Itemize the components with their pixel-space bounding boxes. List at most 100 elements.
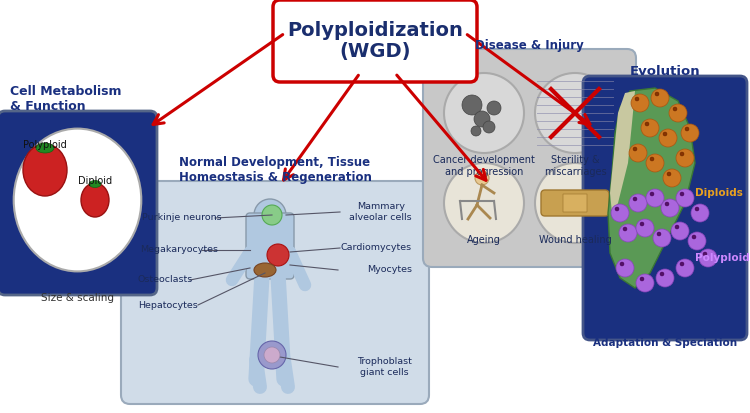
Circle shape [611, 204, 629, 222]
Text: Adaptation & Speciation: Adaptation & Speciation [593, 338, 737, 348]
Text: Cell Metabolism
& Function: Cell Metabolism & Function [10, 85, 122, 113]
FancyBboxPatch shape [0, 111, 157, 295]
Circle shape [444, 73, 524, 153]
Circle shape [646, 189, 664, 207]
Circle shape [651, 89, 669, 107]
Circle shape [258, 341, 286, 369]
Circle shape [462, 95, 482, 115]
Text: Sterility &
miscarriages: Sterility & miscarriages [544, 155, 606, 177]
FancyBboxPatch shape [273, 0, 477, 82]
Circle shape [675, 225, 679, 229]
Polygon shape [608, 88, 695, 288]
Circle shape [615, 207, 619, 211]
Ellipse shape [254, 263, 276, 277]
Circle shape [653, 229, 671, 247]
Circle shape [629, 144, 647, 162]
FancyBboxPatch shape [563, 194, 587, 212]
Circle shape [663, 132, 667, 136]
Text: Mammary
alveolar cells: Mammary alveolar cells [350, 202, 412, 222]
Circle shape [695, 207, 699, 211]
Circle shape [636, 219, 654, 237]
Circle shape [699, 249, 717, 267]
Circle shape [680, 192, 684, 196]
Circle shape [535, 163, 615, 243]
Circle shape [475, 171, 489, 185]
Text: Cancer development
and progression: Cancer development and progression [433, 155, 535, 177]
Circle shape [685, 127, 689, 131]
Circle shape [262, 205, 282, 225]
Circle shape [673, 107, 677, 111]
Circle shape [659, 129, 677, 147]
Text: Hepatocytes: Hepatocytes [138, 301, 198, 309]
Circle shape [264, 347, 280, 363]
Circle shape [656, 269, 674, 287]
FancyBboxPatch shape [541, 190, 609, 216]
Text: Wound healing: Wound healing [538, 235, 611, 245]
Circle shape [646, 154, 664, 172]
Circle shape [254, 199, 286, 231]
FancyBboxPatch shape [423, 49, 636, 267]
Circle shape [629, 194, 647, 212]
Circle shape [616, 259, 634, 277]
Circle shape [650, 192, 654, 196]
FancyBboxPatch shape [121, 181, 429, 404]
Circle shape [669, 104, 687, 122]
Circle shape [665, 202, 669, 206]
Ellipse shape [36, 143, 54, 153]
Text: Megakaryocytes: Megakaryocytes [140, 245, 218, 254]
Text: Osteoclasts: Osteoclasts [138, 275, 194, 285]
Circle shape [650, 157, 654, 161]
Text: Normal Development, Tissue
Homeostasis & Regeneration: Normal Development, Tissue Homeostasis &… [178, 156, 371, 184]
Text: Evolution: Evolution [630, 65, 700, 78]
Circle shape [641, 119, 659, 137]
Circle shape [619, 224, 637, 242]
Circle shape [676, 259, 694, 277]
Circle shape [640, 222, 644, 226]
Text: Polyploids: Polyploids [695, 253, 750, 263]
Text: Myocytes: Myocytes [367, 266, 412, 275]
Circle shape [471, 126, 481, 136]
Text: Size & scaling: Size & scaling [41, 293, 114, 303]
Circle shape [703, 252, 707, 256]
Ellipse shape [81, 183, 109, 217]
Circle shape [680, 262, 684, 266]
Text: Polyploid: Polyploid [23, 140, 67, 150]
Circle shape [691, 204, 709, 222]
Text: Purkinje neurons: Purkinje neurons [142, 214, 222, 223]
Circle shape [692, 235, 696, 239]
Circle shape [667, 172, 671, 176]
Circle shape [636, 274, 654, 292]
Circle shape [633, 197, 637, 201]
FancyBboxPatch shape [583, 76, 747, 340]
Circle shape [633, 147, 637, 151]
Circle shape [474, 111, 490, 127]
Circle shape [645, 122, 649, 126]
Circle shape [620, 262, 624, 266]
Text: Diploid: Diploid [78, 176, 112, 186]
Circle shape [535, 73, 615, 153]
Text: Disease & Injury: Disease & Injury [476, 39, 584, 52]
Circle shape [623, 227, 627, 231]
Ellipse shape [23, 144, 67, 196]
Circle shape [688, 232, 706, 250]
Circle shape [635, 97, 639, 101]
Circle shape [444, 163, 524, 243]
Circle shape [640, 277, 644, 281]
Circle shape [661, 199, 679, 217]
Polygon shape [610, 91, 635, 213]
Text: Ageing: Ageing [467, 235, 501, 245]
Circle shape [487, 101, 501, 115]
Circle shape [663, 169, 681, 187]
Ellipse shape [89, 180, 101, 188]
Circle shape [657, 232, 661, 236]
Circle shape [655, 92, 659, 96]
Circle shape [660, 272, 664, 276]
Text: Diploids: Diploids [695, 188, 742, 198]
Ellipse shape [13, 128, 141, 271]
Circle shape [676, 189, 694, 207]
Circle shape [267, 244, 289, 266]
Circle shape [680, 152, 684, 156]
Circle shape [681, 124, 699, 142]
Circle shape [676, 149, 694, 167]
Circle shape [631, 94, 649, 112]
